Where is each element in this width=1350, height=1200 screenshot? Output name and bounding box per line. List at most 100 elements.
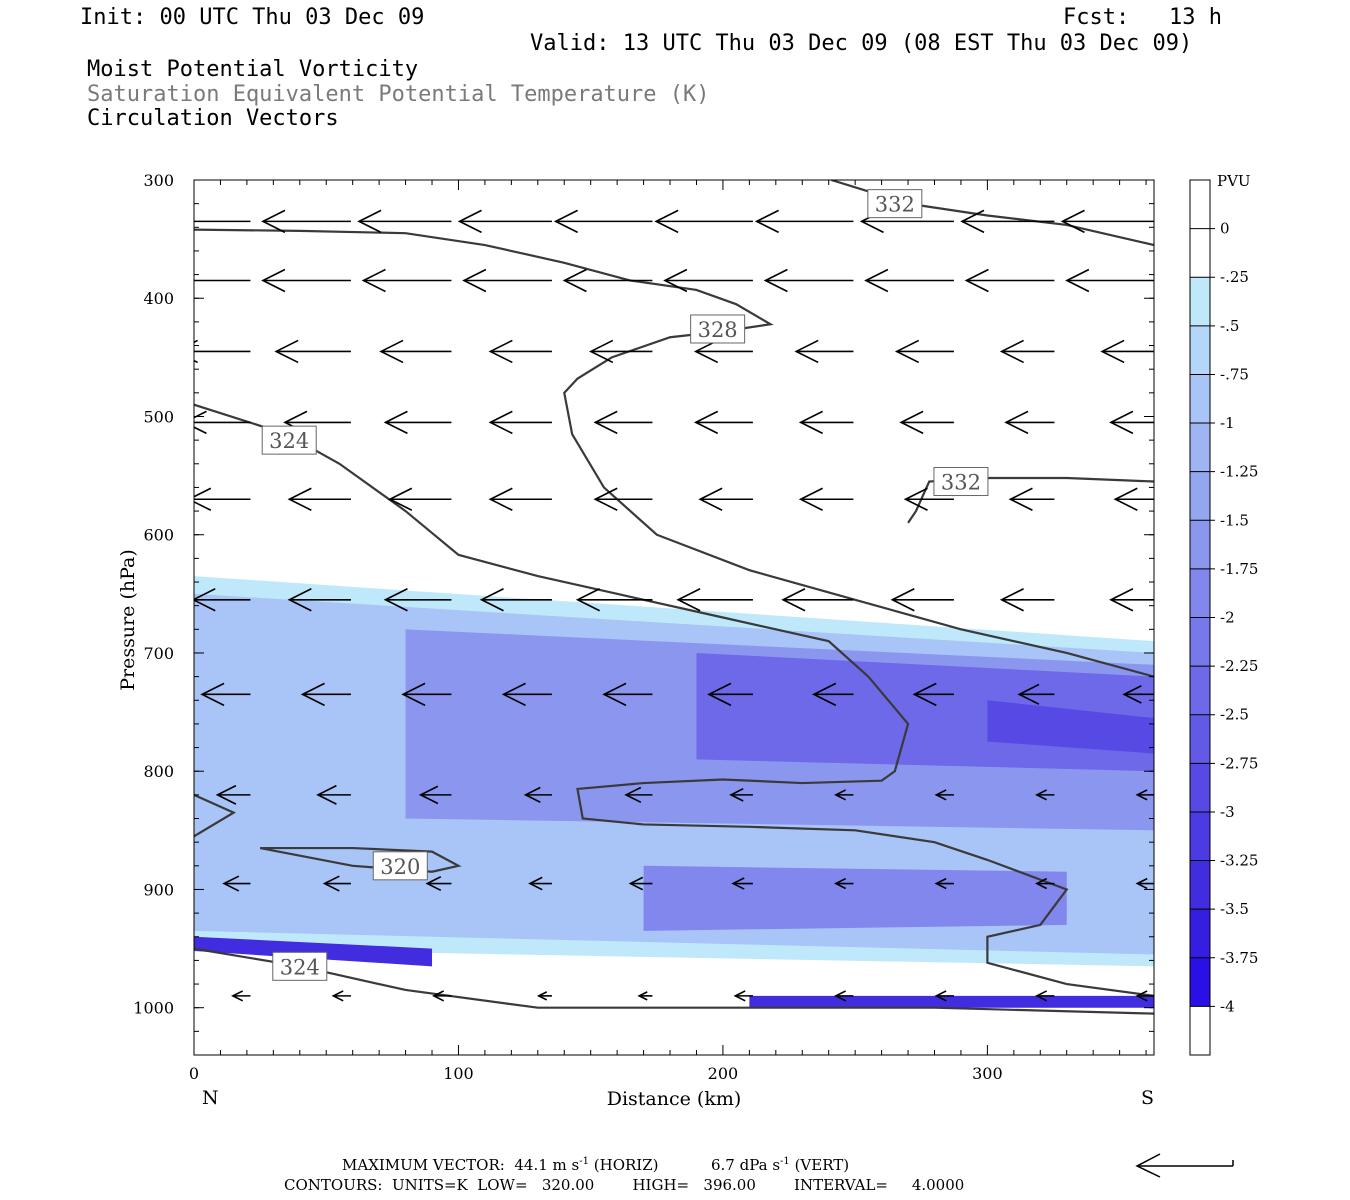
contour-label-text: 324 xyxy=(280,955,320,979)
vector-arrow-7-2 xyxy=(418,785,452,805)
plot-frame xyxy=(193,179,1155,1056)
vector-head xyxy=(1035,877,1048,890)
vector-arrow-5-5 xyxy=(676,588,753,612)
vector-arrow-2-2 xyxy=(379,339,452,364)
colorbar-swatch-11 xyxy=(1190,763,1210,812)
vector-head xyxy=(200,682,225,707)
vector-head xyxy=(934,789,947,801)
vector-arrow-1-8 xyxy=(964,268,1055,293)
vector-arrow-0-0 xyxy=(162,210,251,232)
vector-arrow-9-4 xyxy=(637,991,653,1001)
colorbar-swatch-10 xyxy=(1190,714,1210,764)
vector-head xyxy=(693,339,719,364)
contour-label-text: 332 xyxy=(875,193,915,217)
vector-arrow-4-7 xyxy=(903,487,954,511)
valid-time: Valid: 13 UTC Thu 03 Dec 09 (08 EST Thu … xyxy=(530,31,1193,56)
vector-arrow-8-1 xyxy=(322,875,351,892)
vector-arrow-7-8 xyxy=(1035,789,1055,801)
contour-label-332-0: 332 xyxy=(867,189,923,219)
vector-head xyxy=(731,877,745,890)
vector-head xyxy=(231,990,244,1002)
vector-head xyxy=(999,588,1024,612)
x-tick-label: 100 xyxy=(443,1064,474,1083)
colorbar-label: -1.25 xyxy=(1220,463,1258,481)
vector-head xyxy=(781,588,806,612)
vector-head xyxy=(1100,339,1125,364)
vector-arrow-3-5 xyxy=(693,410,753,435)
y-tick-label: 1000 xyxy=(133,999,174,1018)
max-vector-line: MAXIMUM VECTOR: 44.1 m s-1 (HORIZ) 6.7 d… xyxy=(342,1156,849,1174)
vector-head xyxy=(733,990,746,1002)
vector-arrow-3-2 xyxy=(383,410,452,435)
vector-head xyxy=(418,785,439,805)
vector-arrow-0-4 xyxy=(553,209,653,234)
vector-head xyxy=(834,877,847,890)
vector-arrow-5-8 xyxy=(999,588,1055,612)
colorbar-swatch-14 xyxy=(1190,909,1210,958)
vector-arrow-5-2 xyxy=(383,588,452,612)
vector-head xyxy=(698,487,723,511)
y-tick-label: 700 xyxy=(143,644,174,663)
contour-label-324-5: 324 xyxy=(272,951,328,981)
vector-head xyxy=(274,339,299,364)
left-end-label: N xyxy=(202,1087,219,1109)
vector-arrow-5-3 xyxy=(479,588,552,612)
vector-arrow-6-5 xyxy=(707,682,753,707)
vector-arrow-0-1 xyxy=(261,209,351,234)
vector-head xyxy=(894,339,920,364)
vector-head xyxy=(834,789,847,801)
contour-info: CONTOURS: UNITS=K LOW= 320.00 HIGH= 396.… xyxy=(284,1176,965,1194)
colorbar-label: -3.25 xyxy=(1220,852,1258,870)
contour-label-text: 328 xyxy=(698,318,738,342)
vector-head xyxy=(912,682,937,707)
vector-head xyxy=(562,268,587,293)
contour-label-box xyxy=(933,467,989,497)
vector-head xyxy=(162,210,184,232)
vector-head xyxy=(628,876,644,891)
colorbar-label: -1 xyxy=(1220,414,1235,432)
vector-head xyxy=(488,487,513,511)
vector-arrow-8-0 xyxy=(222,875,251,892)
colorbar-label: -2.25 xyxy=(1220,657,1258,675)
max-vector-label: MAXIMUM VECTOR: xyxy=(342,1156,505,1174)
vector-head xyxy=(194,487,212,511)
vector-arrow-0-6 xyxy=(754,209,854,234)
vector-head xyxy=(316,784,337,805)
colorbar-swatch-top xyxy=(1190,180,1210,229)
vector-arrow-2-9 xyxy=(1100,339,1154,364)
vector-head xyxy=(488,410,513,435)
contour-label-box xyxy=(690,314,746,344)
vector-head xyxy=(934,990,947,1002)
vector-head xyxy=(194,410,207,435)
colorbar-swatch-12 xyxy=(1190,811,1210,861)
vector-head xyxy=(798,410,823,435)
vector-head xyxy=(663,268,688,293)
vector-arrow-5-9 xyxy=(1109,588,1154,612)
circulation-vectors xyxy=(162,209,1154,1002)
vector-head xyxy=(331,990,344,1002)
forecast-hour: Fcst: 13 h xyxy=(1063,5,1222,30)
vector-head xyxy=(593,487,618,511)
vector-arrow-0-3 xyxy=(457,209,552,234)
vector-arrow-4-1 xyxy=(287,487,351,511)
vector-arrow-6-4 xyxy=(602,682,653,707)
colorbar-label: -1.5 xyxy=(1220,511,1249,529)
colorbar-swatch-13 xyxy=(1190,860,1210,910)
vector-arrow-7-4 xyxy=(624,786,653,803)
vector-head xyxy=(215,784,237,805)
vector-head xyxy=(1122,685,1142,704)
field-title-thetaes: Saturation Equivalent Potential Temperat… xyxy=(87,82,710,107)
vector-head xyxy=(357,209,382,234)
colorbar-swatch-8 xyxy=(1190,617,1210,667)
vector-arrow-6-6 xyxy=(812,682,854,707)
vector-head xyxy=(593,410,618,435)
vector-arrow-1-2 xyxy=(361,268,452,293)
vector-arrow-1-0 xyxy=(194,279,251,282)
vector-head xyxy=(553,209,578,234)
vector-arrow-7-1 xyxy=(316,784,351,805)
vector-arrow-6-9 xyxy=(1122,685,1154,704)
vector-head xyxy=(812,682,837,707)
y-tick-label: 600 xyxy=(143,526,174,545)
mpv-band-4 xyxy=(987,700,1154,754)
vector-arrow-9-7 xyxy=(934,990,954,1002)
